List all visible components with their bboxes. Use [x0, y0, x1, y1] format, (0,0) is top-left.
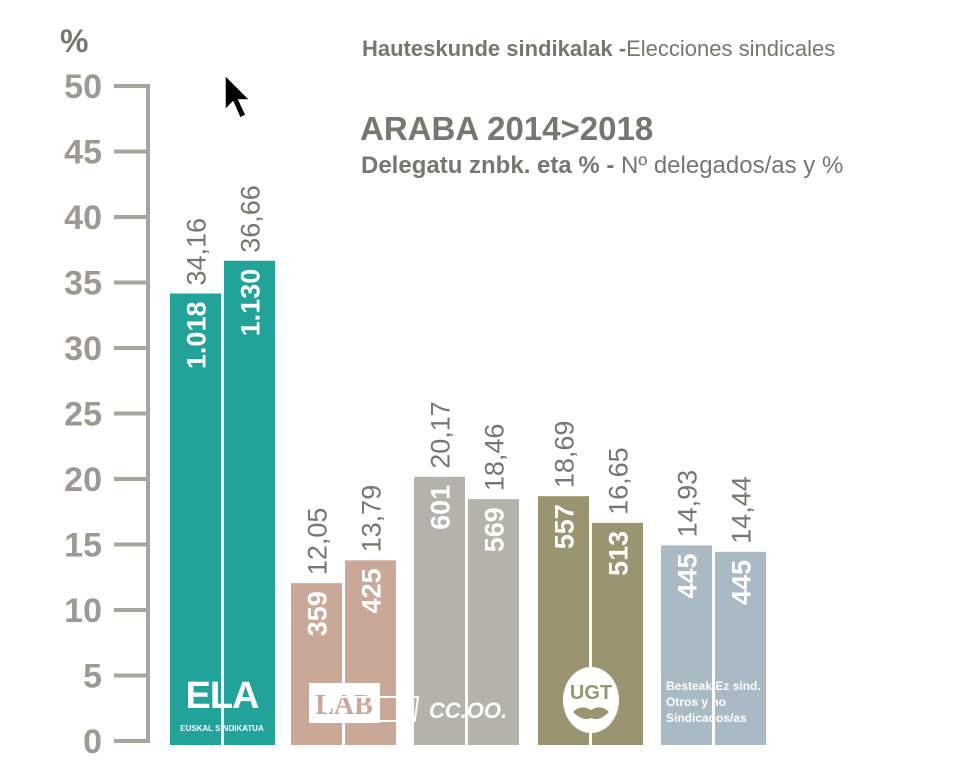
y-tick-label: 35 — [64, 265, 102, 303]
ela-logo: ELA — [186, 675, 260, 717]
others-logo-line: Besteak/Ez sind. — [666, 679, 761, 693]
lab-logo: LAB — [315, 690, 373, 721]
y-tick-label: 40 — [64, 199, 102, 237]
mouse-cursor-icon — [224, 73, 252, 120]
delegates-label: 359 — [303, 591, 333, 636]
delegates-label: 425 — [357, 568, 387, 613]
subtitle-spanish: Nº delegados/as y % — [614, 152, 844, 179]
y-tick-label: 15 — [64, 527, 102, 565]
y-axis-label: % — [60, 23, 88, 59]
delegates-label: 569 — [480, 507, 510, 552]
value-label: 18,46 — [480, 424, 510, 492]
delegates-label: 445 — [727, 560, 757, 605]
ccoo-logo: CC.OO. — [429, 698, 507, 723]
delegates-label: 1.018 — [182, 302, 212, 370]
bar-ela-2018 — [224, 260, 275, 745]
value-label: 12,05 — [303, 508, 333, 576]
value-label: 18,69 — [550, 421, 580, 489]
y-tick-label: 5 — [83, 658, 102, 696]
value-label: 36,66 — [236, 185, 266, 253]
y-tick-label: 50 — [64, 68, 102, 106]
value-label: 13,79 — [357, 485, 387, 553]
handshake-icon — [573, 707, 609, 720]
ccoo-logo-box — [325, 696, 420, 722]
y-tick-label: 0 — [83, 723, 102, 761]
chart-title: ARABA 2014>2018 — [360, 110, 654, 147]
others-logo-line: Otros y no — [666, 695, 726, 709]
delegates-label: 557 — [550, 504, 580, 549]
ugt-logo-circle — [563, 667, 619, 733]
y-tick-label: 10 — [64, 592, 102, 630]
ela-logo-subtitle: EUSKAL SINDIKATUA — [180, 724, 264, 733]
value-label: 14,44 — [727, 476, 757, 544]
delegates-label: 1.130 — [236, 269, 266, 337]
supertitle-spanish: Elecciones sindicales — [626, 36, 836, 61]
bar-ela-2014 — [170, 293, 221, 745]
y-tick-label: 25 — [64, 396, 102, 434]
supertitle-basque: Hauteskunde sindikalak - — [362, 36, 627, 61]
subtitle-basque: Delegatu znbk. eta % - — [361, 152, 615, 179]
bar-besteak/ez-2014 — [661, 545, 712, 745]
bar-ccoo-2018 — [468, 499, 519, 745]
value-label: 14,93 — [673, 470, 703, 538]
lab-logo-box — [309, 683, 380, 723]
bar-besteak/ez-2018 — [715, 551, 766, 745]
ugt-logo: UGT — [570, 682, 612, 704]
value-label: 34,16 — [182, 218, 212, 286]
value-label: 16,65 — [604, 447, 634, 515]
y-tick-label: 30 — [64, 330, 102, 368]
others-logo-line: Sindicados/as — [666, 711, 747, 725]
delegates-label: 445 — [673, 553, 703, 598]
value-label: 20,17 — [426, 401, 456, 469]
subtitle: Delegatu znbk. eta % - Nº delegados/as y… — [361, 152, 843, 180]
y-tick-label: 45 — [64, 134, 102, 172]
y-tick-label: 20 — [64, 461, 102, 499]
delegates-label: 601 — [426, 485, 456, 530]
delegates-label: 513 — [604, 531, 634, 576]
bar-ccoo-2014 — [414, 476, 465, 745]
supertitle: Hauteskunde sindikalak -Elecciones sindi… — [362, 36, 835, 62]
